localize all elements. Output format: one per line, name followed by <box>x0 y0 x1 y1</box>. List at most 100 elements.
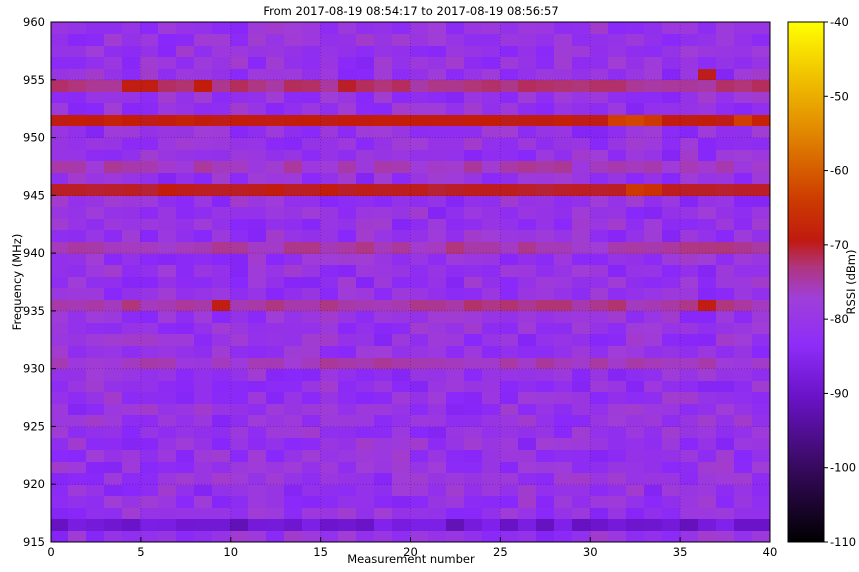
heatmap-cell <box>140 391 159 404</box>
heatmap-cell <box>554 56 573 69</box>
heatmap-cell <box>626 391 645 404</box>
heatmap-cell <box>86 414 105 427</box>
heatmap-cell <box>158 137 177 150</box>
heatmap-cell <box>284 507 303 519</box>
heatmap-cell <box>536 45 555 57</box>
heatmap-cell <box>86 299 105 311</box>
heatmap-cell <box>428 253 447 265</box>
heatmap-cell <box>68 368 87 381</box>
heatmap-cell <box>536 334 555 346</box>
heatmap-cell <box>140 56 159 69</box>
heatmap-cell <box>230 276 249 288</box>
heatmap-cell <box>176 287 195 300</box>
heatmap-cell <box>626 126 645 138</box>
heatmap-cell <box>698 206 717 219</box>
colorbar-label: RSSI (dBm) <box>844 249 858 314</box>
heatmap-cell <box>554 102 573 115</box>
heatmap-cell <box>518 449 537 462</box>
heatmap-cell <box>338 391 357 404</box>
heatmap-cell <box>680 276 699 288</box>
heatmap-cell <box>338 461 357 473</box>
heatmap-cell <box>518 322 537 334</box>
heatmap-cell <box>230 495 249 508</box>
heatmap-cell <box>464 287 483 300</box>
heatmap-cell <box>410 149 429 161</box>
heatmap-cell <box>338 241 357 254</box>
heatmap-cell <box>644 438 663 450</box>
heatmap-cell <box>734 368 753 381</box>
heatmap-cell <box>752 137 770 150</box>
heatmap-cell <box>176 438 195 450</box>
heatmap-cell <box>338 449 357 462</box>
heatmap-cell <box>248 102 267 115</box>
heatmap-cell <box>590 449 609 462</box>
heatmap-cell <box>554 172 573 184</box>
heatmap-cell <box>392 114 411 126</box>
heatmap-cell <box>410 287 429 300</box>
heatmap-cell <box>446 68 465 80</box>
heatmap-cell <box>464 91 483 103</box>
heatmap-cell <box>302 518 321 531</box>
heatmap-cell <box>482 79 501 92</box>
heatmap-cell <box>536 322 555 334</box>
heatmap-cell <box>680 438 699 450</box>
heatmap-cell <box>554 507 573 519</box>
heatmap-cell <box>536 391 555 404</box>
heatmap-cell <box>716 380 735 392</box>
heatmap-cell <box>536 253 555 265</box>
y-tick-label: 935 <box>23 304 45 318</box>
heatmap-cell <box>644 334 663 346</box>
heatmap-cell <box>194 461 213 473</box>
heatmap-cell <box>320 126 339 138</box>
heatmap-cell <box>500 56 519 69</box>
heatmap-cell <box>536 414 555 427</box>
heatmap-cell <box>410 380 429 392</box>
heatmap-cell <box>51 68 69 80</box>
heatmap-cell <box>680 403 699 415</box>
heatmap-cell <box>140 114 159 126</box>
heatmap-cell <box>176 22 195 34</box>
heatmap-cell <box>212 414 231 427</box>
heatmap-cell <box>302 218 321 230</box>
heatmap-cell <box>374 507 393 519</box>
heatmap-cell <box>428 461 447 473</box>
heatmap-cell <box>248 230 267 242</box>
heatmap-cell <box>410 357 429 369</box>
heatmap-cell <box>536 172 555 184</box>
heatmap-cell <box>536 380 555 392</box>
heatmap-cell <box>86 172 105 184</box>
heatmap-cell <box>446 172 465 184</box>
heatmap-cell <box>716 472 735 485</box>
heatmap-cell <box>608 160 627 173</box>
heatmap-cell <box>266 310 285 323</box>
heatmap-cell <box>51 172 69 184</box>
heatmap-cell <box>428 149 447 161</box>
heatmap-cell <box>158 380 177 392</box>
heatmap-cell <box>104 137 123 150</box>
heatmap-cell <box>248 426 267 438</box>
heatmap-cell <box>51 253 69 265</box>
heatmap-cell <box>500 310 519 323</box>
heatmap-cell <box>608 334 627 346</box>
heatmap-cell <box>392 345 411 358</box>
heatmap-cell <box>140 495 159 508</box>
heatmap-cell <box>734 403 753 415</box>
y-tick-label: 915 <box>23 535 45 549</box>
heatmap-cell <box>608 518 627 531</box>
heatmap-cell <box>104 357 123 369</box>
heatmap-cell <box>338 22 357 34</box>
heatmap-cell <box>68 91 87 103</box>
heatmap-cell <box>500 33 519 46</box>
heatmap-cell <box>320 183 339 196</box>
heatmap-cell <box>662 276 681 288</box>
heatmap-cell <box>590 230 609 242</box>
heatmap-cell <box>140 518 159 531</box>
heatmap-cell <box>410 368 429 381</box>
heatmap-cell <box>194 507 213 519</box>
heatmap-cell <box>266 102 285 115</box>
heatmap-cell <box>698 33 717 46</box>
heatmap-cell <box>482 137 501 150</box>
heatmap-cell <box>716 264 735 277</box>
heatmap-cell <box>410 218 429 230</box>
heatmap-cell <box>284 22 303 34</box>
